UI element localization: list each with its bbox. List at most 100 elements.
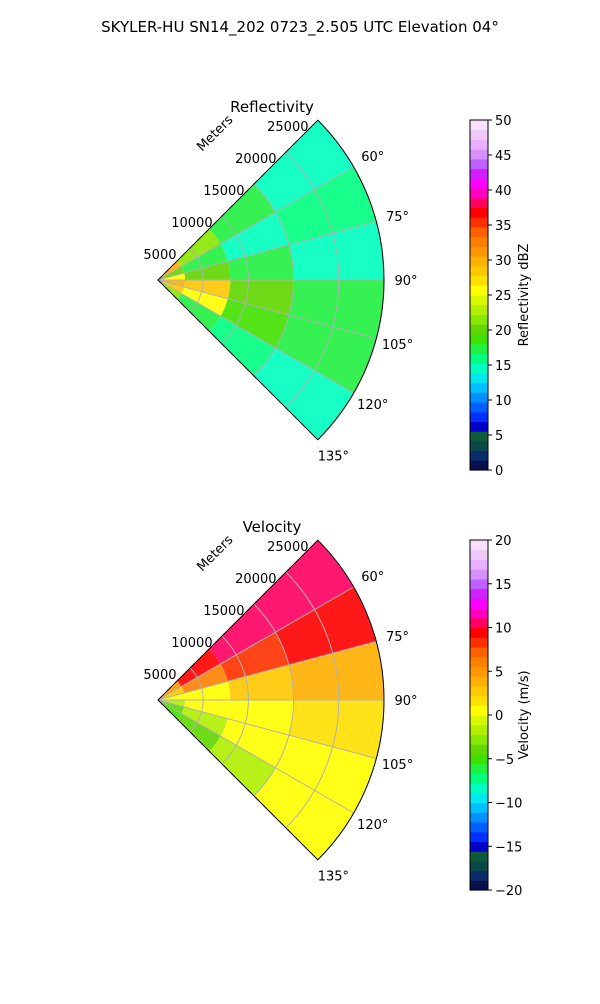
- theta-tick-label: 75°: [386, 630, 409, 645]
- panel-velocity: Velocity 5000 10000 15000 20000 25000 Meters 60…: [143, 518, 532, 899]
- theta-tick-label: 90°: [394, 274, 417, 289]
- field-cell: [181, 287, 228, 317]
- r-tick-label: 25000: [267, 120, 308, 135]
- colorbar-tick-label: −5: [495, 753, 514, 768]
- theta-grid-line: [157, 699, 377, 759]
- r-axis-label: Meters: [194, 533, 236, 575]
- colorbar-swatch: [470, 646, 488, 658]
- r-tick-label: 10000: [171, 636, 212, 651]
- colorbar-label: Reflectivity dBZ: [517, 244, 532, 347]
- colorbar-swatch: [470, 783, 488, 794]
- field-cell: [227, 700, 294, 736]
- colorbar-swatch: [470, 178, 488, 189]
- colorbar-swatch: [470, 265, 488, 277]
- panel-title: Velocity: [243, 518, 302, 536]
- theta-grid-line: [157, 279, 354, 394]
- colorbar-tick-label: 0: [495, 709, 503, 724]
- theta-grid-line: [157, 166, 354, 281]
- colorbar-swatch: [470, 569, 488, 580]
- colorbar-swatch: [470, 695, 488, 706]
- colorbar-swatch: [470, 217, 488, 228]
- colorbar-swatch: [470, 831, 488, 842]
- r-tick-label: 10000: [171, 216, 212, 231]
- colorbar-tick-label: −15: [495, 840, 522, 855]
- colorbar-swatch: [470, 353, 488, 364]
- field-cell: [227, 664, 294, 700]
- colorbar-swatch: [470, 540, 488, 551]
- colorbar-swatch: [470, 440, 488, 452]
- colorbar-swatch: [470, 256, 488, 267]
- colorbar-swatch: [470, 149, 488, 160]
- field-cell: [184, 261, 231, 280]
- colorbar-swatch: [470, 627, 488, 638]
- field-cell: [184, 700, 231, 719]
- colorbar: −20 −15 −10 −5 0 5 10 15 20 Velocity (m/s): [469, 534, 532, 899]
- field-cell: [253, 540, 354, 633]
- colorbar-tick-label: 20: [495, 534, 512, 549]
- theta-tick-label: 60°: [361, 570, 384, 585]
- r-tick-label: 5000: [143, 248, 176, 263]
- theta-tick-label: 75°: [386, 210, 409, 225]
- colorbar-swatch: [470, 207, 488, 218]
- sector-outline: [157, 119, 385, 441]
- field-cell: [227, 280, 294, 316]
- field-cell: [181, 243, 228, 273]
- colorbar-swatch: [470, 188, 488, 199]
- colorbar-swatch: [470, 460, 488, 471]
- colorbar-swatch: [470, 343, 488, 354]
- colorbar-swatch: [470, 744, 488, 755]
- colorbar-swatch: [470, 372, 488, 384]
- field-cell: [177, 713, 221, 752]
- field-cell: [177, 293, 221, 332]
- colorbar-swatch: [470, 812, 488, 823]
- field-cell: [158, 700, 182, 720]
- colorbar-swatch: [470, 324, 488, 335]
- field-cell: [158, 280, 182, 300]
- field-cell: [227, 244, 294, 280]
- theta-tick-label: 60°: [361, 150, 384, 165]
- theta-grid-line: [157, 221, 377, 281]
- colorbar-swatch: [470, 753, 488, 765]
- colorbar-swatch: [470, 197, 488, 209]
- field-cell: [275, 315, 377, 393]
- theta-tick-label: 105°: [382, 338, 413, 353]
- colorbar-swatch: [470, 333, 488, 345]
- theta-tick-label: 135°: [318, 449, 349, 464]
- colorbar-swatch: [470, 666, 488, 677]
- colorbar-tick-label: 15: [495, 578, 512, 593]
- colorbar-swatch: [470, 588, 488, 599]
- colorbar-swatch: [470, 295, 488, 306]
- r-tick-label: 20000: [235, 572, 276, 587]
- colorbar-tick-label: 50: [495, 114, 512, 129]
- field-cell: [181, 663, 228, 693]
- colorbar-swatch: [470, 792, 488, 804]
- r-axis-label: Meters: [194, 113, 236, 155]
- field-cell: [158, 680, 182, 700]
- colorbar-swatch: [470, 120, 488, 131]
- colorbar-swatch: [470, 450, 488, 461]
- colorbar-tick-label: 30: [495, 254, 512, 269]
- colorbar-swatch: [470, 870, 488, 881]
- colorbar: 0 5 10 15 20 25 30 35 40 45 50 Reflectivity dBZ: [469, 114, 532, 479]
- field-cell: [181, 707, 228, 737]
- theta-tick-label: 90°: [394, 694, 417, 709]
- panel-reflectivity: Reflectivity 5000 10000 15000 20000 25000 Mete…: [143, 98, 532, 479]
- colorbar-swatch: [470, 549, 488, 561]
- colorbar-tick-label: −10: [495, 797, 522, 812]
- field-cell: [209, 604, 276, 664]
- colorbar-swatch: [470, 421, 488, 432]
- colorbar-swatch: [470, 608, 488, 619]
- colorbar-swatch: [470, 676, 488, 687]
- colorbar-tick-label: 25: [495, 289, 512, 304]
- r-tick-label: 25000: [267, 540, 308, 555]
- field-cell: [253, 347, 354, 440]
- colorbar-swatch: [470, 304, 488, 316]
- colorbar-swatch: [470, 802, 488, 813]
- colorbar-swatch: [470, 734, 488, 745]
- colorbar-swatch: [470, 880, 488, 891]
- colorbar-label: Velocity (m/s): [517, 670, 532, 759]
- colorbar-tick-label: 20: [495, 324, 512, 339]
- colorbar-swatch: [470, 685, 488, 697]
- colorbar-tick-label: 10: [495, 622, 512, 637]
